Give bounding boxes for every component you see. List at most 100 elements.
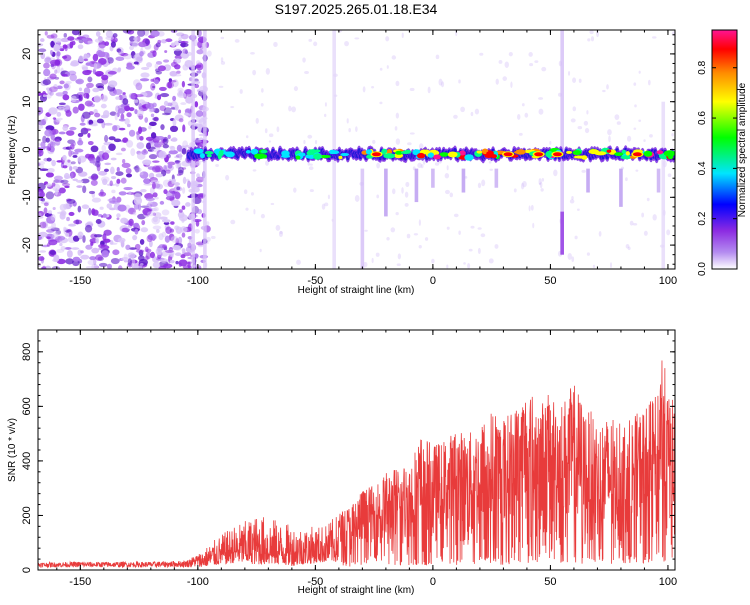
spectrogram-cell [77,31,82,36]
spectrogram-cell [303,139,306,145]
spectrogram-cell [110,166,115,175]
spectrogram-cell [167,81,173,89]
spectrogram-cell [413,233,419,236]
spectrogram-cell [82,34,90,38]
spectrogram-cell [268,140,272,143]
spectrogram-y-ticks: -20 -10 0 10 20 [21,34,675,265]
spectrogram-cell [70,150,74,155]
spectrogram-cell [44,115,48,122]
spectrogram-cell [85,265,96,269]
spectrogram-cell [61,104,71,110]
spectrogram-cell [43,202,49,207]
spectrogram-cell [643,230,648,236]
spectrogram-cell [112,125,118,132]
spectrogram-cell [77,132,84,137]
spectrogram-cell [53,84,58,90]
spectrogram-streak [461,168,466,193]
spectrogram-cell [92,53,99,62]
spectrogram-cell [72,151,79,155]
spectrogram-cell [324,102,327,107]
spectrogram-cell [163,189,168,195]
spectrogram-cell [293,86,298,92]
spectrogram-cell [196,173,200,178]
spectrogram-cell [152,50,157,58]
spectrogram-cell [528,205,531,212]
spectrogram-cell [78,95,82,100]
spectrogram-peak [204,151,214,155]
spectrogram-cell [134,165,140,173]
spectrogram-cell [418,219,421,226]
spectrogram-cell [549,140,552,145]
spectrogram-cell [183,252,192,257]
spectrogram-cell [116,111,120,118]
spectrogram-cell [538,178,542,185]
spectrogram-peak [625,151,630,156]
spectrogram-cell [62,165,68,169]
spectrogram-cell [72,178,78,182]
spectrogram-cell [55,179,65,183]
spectrogram-cell [458,230,461,235]
spectrogram-cell [72,235,80,242]
spectrogram-cell [113,138,122,143]
spectrogram-cell [99,206,104,210]
spectrogram-cell [155,70,162,75]
spectrogram-cell [145,39,150,45]
y-tick-label: 0 [21,146,33,152]
spectrogram-peak [458,150,466,156]
spectrogram-cell [124,105,131,112]
spectrogram-cell [41,265,47,269]
spectrogram-cell [268,133,274,138]
spectrogram-cell [169,80,177,83]
x-tick-label: 50 [544,576,556,588]
spectrogram-cell [158,233,164,241]
spectrogram-cell [146,62,153,68]
spectrogram-cell [103,122,113,126]
spectrogram-cell [495,78,499,85]
spectrogram-cell [154,196,159,200]
spectrogram-cell [181,80,186,88]
spectrogram-cell [142,207,152,216]
spectrogram-cell [152,225,162,230]
spectrogram-cell [60,37,70,43]
spectrogram-cell [395,80,400,87]
spectrogram-peak [513,150,525,154]
spectrogram-cell [70,95,77,103]
spectrogram-cell [90,179,98,186]
spectrogram-cell [181,232,186,238]
spectrogram-cell [165,38,173,43]
spectrogram-cell [133,99,139,103]
spectrogram-cell [49,91,54,96]
spectrogram-cell [128,247,137,250]
spectrogram-cell [139,171,144,176]
spectrogram-cell [567,252,572,260]
spectrogram-cell [225,174,230,181]
y-tick-label: -10 [21,189,33,205]
spectrogram-cell [78,103,85,111]
spectrogram-cell [159,86,167,92]
spectrogram-streak [560,211,564,255]
spectrogram-cell [488,258,494,264]
spectrogram-cell [169,228,175,233]
spectrogram-cell [260,213,265,219]
spectrogram-cell [409,132,415,135]
spectrogram-cell [104,41,110,46]
spectrogram-cell [141,149,149,155]
spectrogram-cell [196,209,203,215]
spectrogram-cell [125,65,135,70]
spectrogram-cell [154,212,162,218]
spectrogram-cell [252,169,257,172]
spectrogram-cell [38,256,45,261]
spectrogram-cell [196,49,204,55]
spectrogram-peak [206,154,212,158]
spectrogram-cell [120,217,128,224]
spectrogram-cell [174,104,179,111]
spectrogram-cell [149,146,156,150]
spectrogram-cell [583,120,589,126]
spectrogram-cell [652,214,657,221]
spectrogram-cell [181,147,187,155]
spectrogram-cell [174,252,182,257]
spectrogram-peak [250,148,259,155]
spectrogram-cell [46,34,55,39]
spectrogram-cell [140,188,147,193]
spectrogram-cell [94,38,103,43]
